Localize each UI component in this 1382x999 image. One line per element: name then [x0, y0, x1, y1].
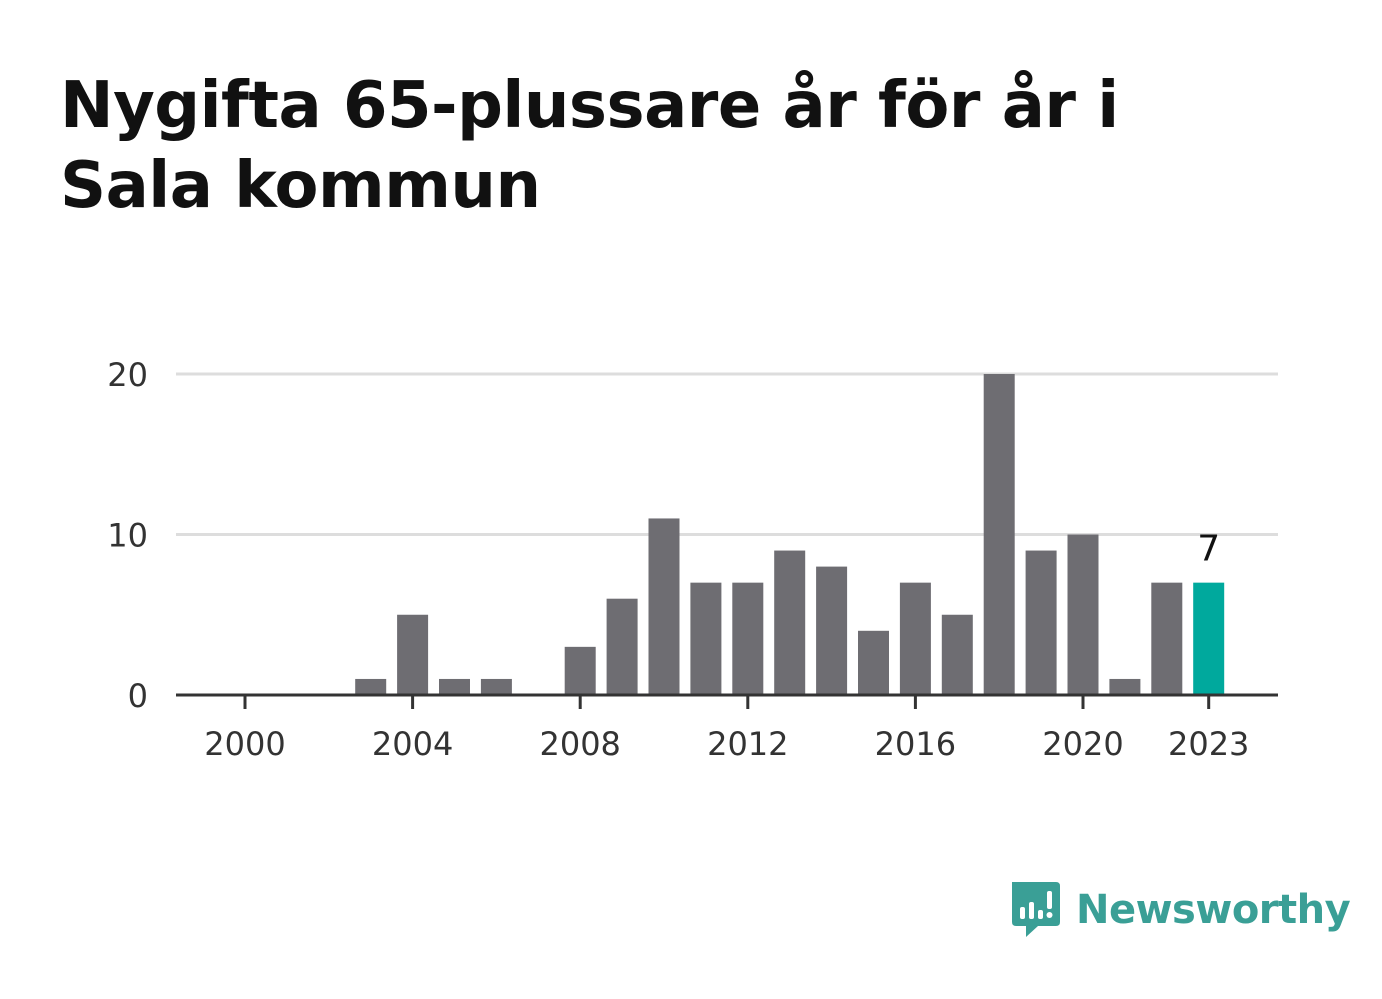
data-label-2023: 7: [1197, 529, 1220, 570]
bar-2013: [774, 550, 806, 695]
bar-2018: [983, 374, 1015, 695]
bar-2006: [480, 678, 512, 695]
x-tick-label: 2020: [1042, 725, 1123, 763]
axes: [176, 693, 1278, 709]
newsworthy-bar-chart-bubble-icon: [1012, 882, 1060, 937]
x-tick-label: 2008: [539, 725, 620, 763]
y-tick-label: 0: [128, 677, 148, 715]
brand-logo: Newsworthy: [1008, 878, 1351, 942]
bar-2008: [564, 646, 596, 695]
bar-2004: [397, 614, 429, 695]
bar-2012: [732, 582, 764, 695]
y-tick-label: 20: [107, 356, 148, 394]
bar-2022: [1151, 582, 1183, 695]
chart-title: Nygifta 65-plussare år för år i Sala kom…: [60, 69, 1119, 223]
gridlines: [176, 372, 1278, 536]
y-tick-label: 10: [107, 517, 148, 555]
bar-2019: [1025, 550, 1057, 695]
bar-2017: [941, 614, 973, 695]
brand-name: Newsworthy: [1076, 887, 1351, 933]
bar-2023: [1193, 582, 1225, 695]
x-tick-label: 2004: [372, 725, 453, 763]
x-tick-label: 2012: [707, 725, 788, 763]
bar-2009: [606, 598, 638, 695]
bar-2020: [1067, 534, 1099, 695]
x-tick-label: 2016: [875, 725, 956, 763]
bar-2014: [816, 566, 848, 695]
bars: [355, 374, 1225, 695]
x-tick-label: 2000: [204, 725, 285, 763]
tick-labels: 0 10 20 7 2000 2004 2008 2012 2016 2020 2023: [107, 356, 1249, 763]
x-tick-label: 2023: [1168, 725, 1249, 763]
bar-2010: [648, 518, 680, 695]
bar-2016: [899, 582, 931, 695]
bar-2015: [858, 630, 889, 695]
bar-2021: [1109, 678, 1141, 695]
bar-2003: [355, 678, 387, 695]
bar-2011: [690, 582, 722, 695]
bar-2005: [439, 678, 470, 695]
